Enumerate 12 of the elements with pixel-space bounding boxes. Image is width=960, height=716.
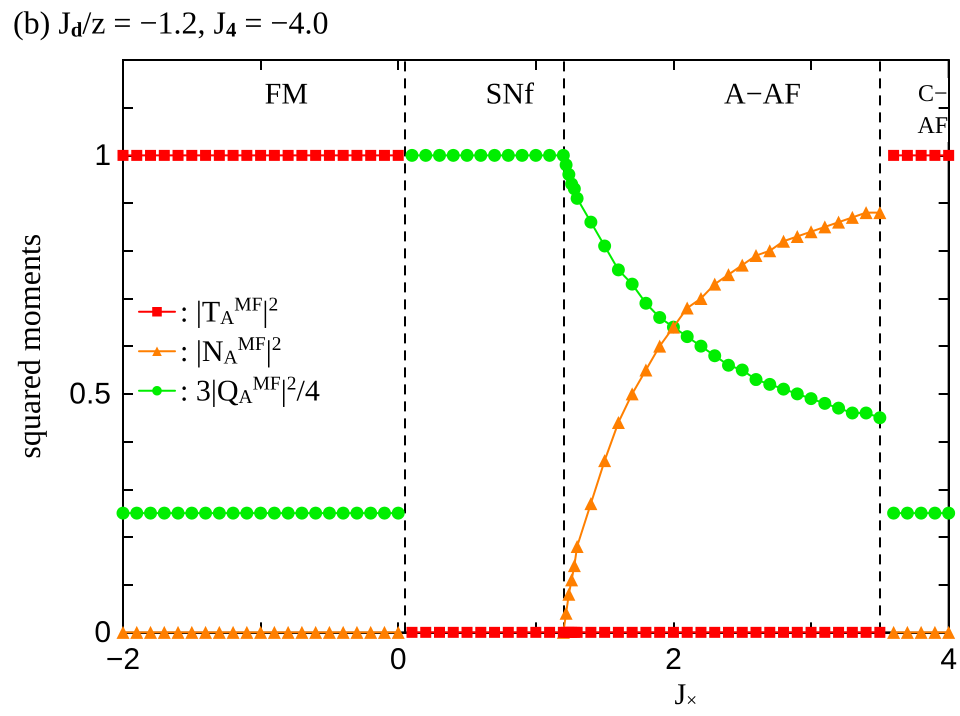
y-axis-title: squared moments <box>11 234 47 459</box>
x-axis-title: J× <box>674 678 698 712</box>
annotation: C− AF <box>917 81 948 139</box>
x-tick-label: 2 <box>665 642 682 676</box>
annotation: SNf <box>486 78 534 110</box>
y-tick-label: 0.5 <box>69 377 111 410</box>
y-tick-label: 1 <box>94 138 111 172</box>
annotation: FM <box>264 78 308 110</box>
x-tick-label: 4 <box>940 642 957 676</box>
x-tick-label: 0 <box>390 642 407 676</box>
chart-title: (b) Jd/z = −1.2, J4 = −4.0 <box>13 4 328 42</box>
annotation: A−AF <box>724 78 801 110</box>
